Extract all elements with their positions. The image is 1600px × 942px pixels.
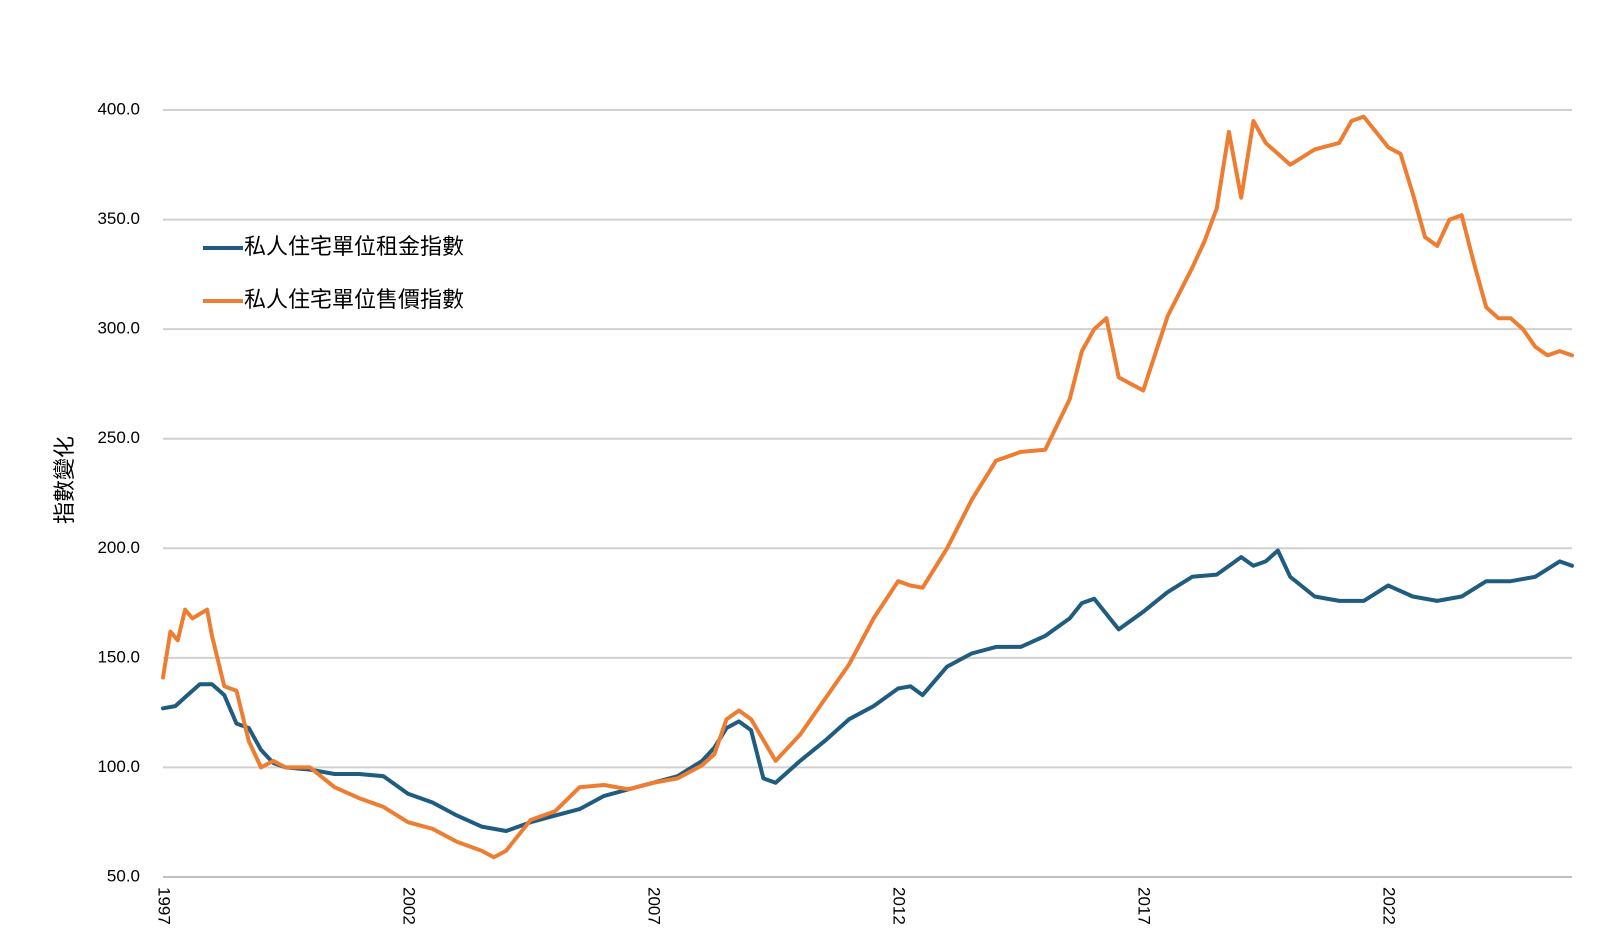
x-tick-label: 2017: [1135, 887, 1154, 925]
y-axis-label: 指數變化: [53, 436, 78, 524]
y-tick-label: 250.0: [97, 428, 140, 447]
y-tick-label: 150.0: [97, 647, 140, 666]
y-tick-label: 300.0: [97, 319, 140, 338]
x-tick-label: 2012: [890, 887, 909, 925]
y-tick-label: 50.0: [107, 866, 140, 885]
series-lines: [161, 114, 1574, 860]
y-tick-label: 400.0: [97, 99, 140, 118]
x-tick-label: 2002: [400, 887, 419, 925]
y-tick-label: 350.0: [97, 209, 140, 228]
legend-label: 私人住宅單位售價指數: [244, 288, 464, 313]
x-axis-ticks: 1997 2002 2007 2012 2017 2022: [155, 887, 1399, 925]
x-tick-label: 2022: [1380, 887, 1399, 925]
y-axis-ticks: 400.0 350.0 300.0 250.0 200.0 150.0 100.0 50.0: [97, 99, 140, 885]
series-line-2: [161, 114, 1574, 860]
y-tick-label: 100.0: [97, 757, 140, 776]
series-line-1: [161, 548, 1574, 833]
x-tick-label: 2007: [645, 887, 664, 925]
grid-lines: [163, 109, 1572, 878]
x-tick-label: 1997: [155, 887, 174, 925]
legend-label: 私人住宅單位租金指數: [244, 235, 464, 260]
y-tick-label: 200.0: [97, 538, 140, 557]
